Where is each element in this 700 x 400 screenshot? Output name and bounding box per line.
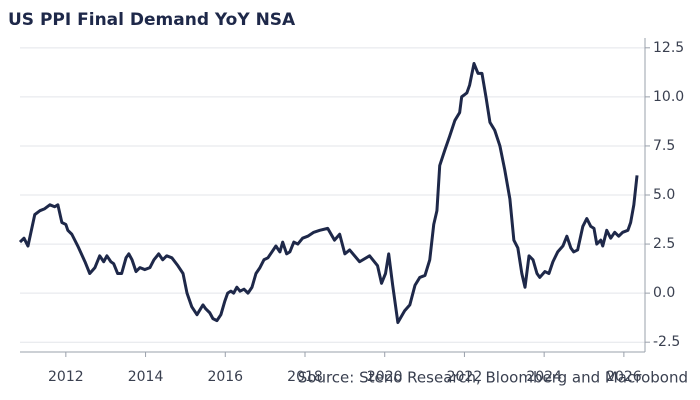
x-tick-label: 2020 <box>367 369 403 385</box>
x-tick-label: 2022 <box>447 369 483 385</box>
y-tick-label: 2.5 <box>653 236 675 252</box>
chart-title: US PPI Final Demand YoY NSA <box>8 10 296 30</box>
y-tick-label: 7.5 <box>653 138 675 154</box>
x-tick-label: 2026 <box>606 369 642 385</box>
x-tick-label: 2016 <box>207 369 243 385</box>
y-tick-label: 0.0 <box>653 285 675 301</box>
y-tick-label: 12.5 <box>653 40 684 56</box>
y-tick-label: 10.0 <box>653 89 684 105</box>
x-tick-label: 2024 <box>526 369 562 385</box>
y-tick-label: -2.5 <box>653 334 680 350</box>
x-tick-label: 2014 <box>128 369 164 385</box>
source-note: Source: Steno Research, Bloomberg and Ma… <box>298 369 688 387</box>
data-line <box>18 62 639 325</box>
y-tick-label: 5.0 <box>653 187 675 203</box>
x-tick-label: 2012 <box>48 369 84 385</box>
x-tick-label: 2018 <box>287 369 323 385</box>
